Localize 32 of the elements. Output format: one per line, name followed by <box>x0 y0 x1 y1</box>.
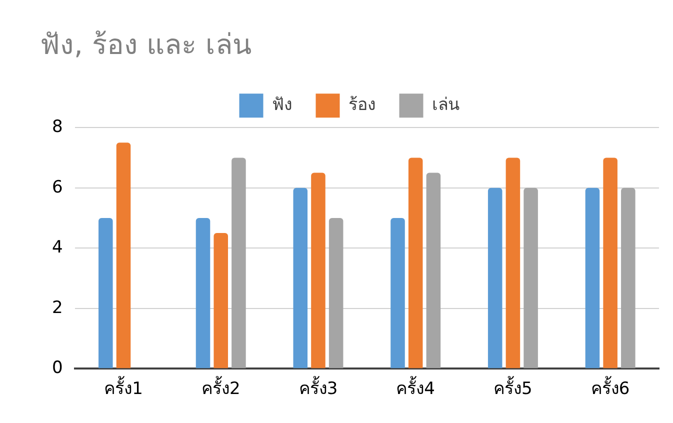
bar <box>603 158 618 368</box>
bar <box>232 158 246 368</box>
bar <box>98 218 113 368</box>
bar <box>585 188 600 368</box>
y-tick-label: 0 <box>52 358 63 378</box>
y-tick-label: 2 <box>52 298 63 318</box>
x-tick-label: ครั้ง2 <box>201 376 240 400</box>
bar <box>506 158 520 368</box>
x-tick-label: ครั้ง4 <box>396 376 436 400</box>
bar <box>621 188 636 368</box>
y-tick-label: 6 <box>52 177 63 198</box>
bar <box>524 188 538 368</box>
bar <box>116 142 131 368</box>
bar <box>311 172 326 368</box>
chart-title: ฟัง, ร้อง และ เล่น <box>40 28 252 62</box>
legend-label: เล่น <box>432 95 460 116</box>
bar <box>390 218 405 368</box>
y-tick-label: 8 <box>52 117 63 138</box>
bar <box>408 158 423 368</box>
legend-label: ร้อง <box>348 95 376 116</box>
y-tick-label: 4 <box>52 238 63 258</box>
bar <box>426 172 441 368</box>
bar <box>328 218 344 368</box>
bar <box>214 233 228 368</box>
x-tick-label: ครั้ง1 <box>104 376 143 400</box>
x-tick-label: ครั้ง5 <box>494 376 532 400</box>
bar <box>488 188 502 368</box>
x-tick-label: ครั้ง3 <box>298 376 338 400</box>
x-tick-label: ครั้ง6 <box>590 376 630 400</box>
bar <box>293 188 308 368</box>
bar <box>196 218 210 368</box>
legend-label: ฟัง <box>272 95 292 116</box>
